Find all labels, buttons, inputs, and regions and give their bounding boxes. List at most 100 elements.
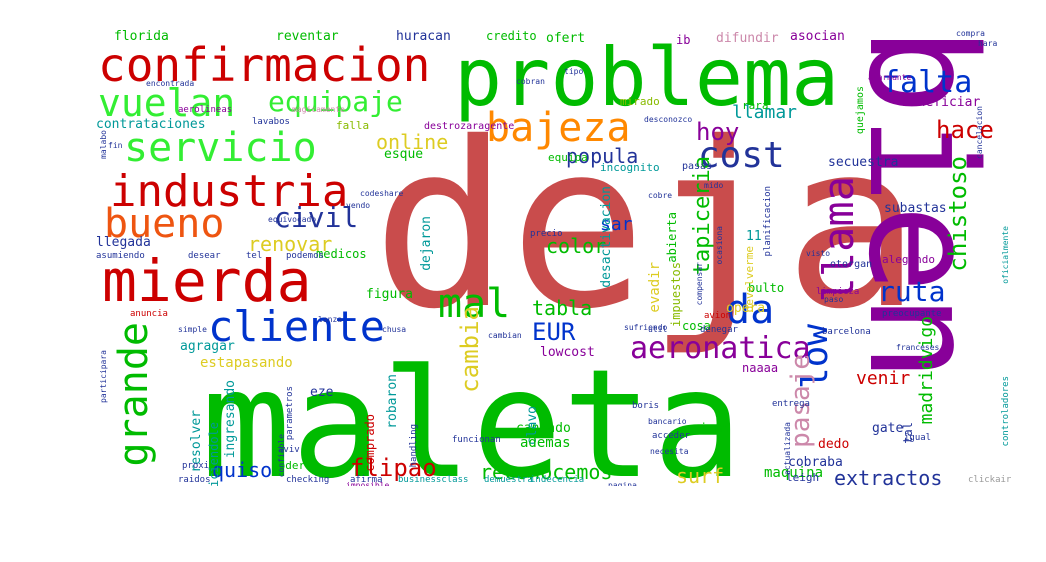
word: difundir (716, 31, 779, 46)
word: equivocado (268, 215, 317, 224)
word: cobre (648, 191, 673, 200)
word: madridvigo (916, 316, 937, 425)
word: denegar (700, 325, 738, 335)
word: contrataciones (96, 117, 206, 132)
word: cosa (682, 319, 711, 333)
word: lanza (318, 315, 343, 324)
word: cliente (208, 302, 386, 351)
word: indecencia (530, 475, 585, 485)
word: simple (178, 325, 207, 334)
word: limpieza (816, 287, 860, 297)
word: precio (530, 229, 563, 239)
word: planificacion (763, 186, 773, 257)
word: falta (882, 65, 973, 100)
word: equipa (548, 151, 588, 164)
word: agragar (180, 339, 235, 354)
word: desconozco (644, 115, 693, 124)
word: checking (286, 475, 330, 485)
word: acceder (652, 431, 690, 441)
word: rara (742, 99, 769, 112)
word: falla (336, 119, 370, 132)
word: mal (438, 281, 511, 327)
word: tipo (564, 67, 584, 76)
word: poder (272, 459, 306, 472)
word: surf (676, 464, 725, 486)
word: cost (698, 135, 785, 176)
word: tapiceria (690, 156, 715, 276)
word: confiable (277, 434, 286, 478)
word: evadir (647, 262, 663, 313)
word: llegada (96, 235, 151, 250)
word: mirado (620, 95, 660, 108)
word: maleta (201, 338, 743, 486)
word: businessclass (398, 475, 469, 485)
word: grande (111, 322, 157, 467)
word: bajeza (486, 105, 631, 151)
word: figura (366, 287, 413, 302)
word: visto (806, 249, 831, 258)
word: afirma (350, 475, 383, 485)
word: cancelacion (975, 106, 984, 159)
word: ingresando (223, 380, 238, 459)
word: alegando (882, 253, 935, 266)
word: ademas (520, 435, 571, 451)
word: devolverme (743, 246, 756, 313)
word: estapasando (200, 355, 293, 371)
word: leigh (786, 471, 820, 484)
word: lowcost (540, 345, 595, 360)
word: magicamente (292, 105, 345, 114)
word: pagina (608, 481, 637, 487)
word: barcelona (822, 327, 871, 337)
word: demuestra (484, 475, 533, 485)
word: aerolineas (178, 105, 233, 115)
word: entrega (772, 399, 810, 409)
word: irma (700, 421, 729, 435)
word: eze (310, 385, 334, 400)
word: fin (108, 141, 123, 150)
word: 11 (746, 229, 762, 244)
word: oficialmente (1001, 226, 1010, 284)
word: reventar (276, 29, 339, 44)
word: beneficiar (902, 95, 981, 110)
word: ib (676, 33, 691, 47)
word: boris (632, 401, 660, 411)
word: candado (516, 421, 571, 436)
word: venir (856, 368, 911, 389)
word: proxi (182, 461, 210, 471)
word: naaaa (742, 361, 779, 375)
word: hace (936, 116, 994, 144)
word: imposible (346, 481, 390, 487)
word: compra (956, 29, 985, 38)
word: gate (872, 421, 904, 436)
word: otorgan (830, 259, 873, 270)
word: medicos (316, 247, 367, 261)
word: civil (274, 201, 359, 234)
word: quejamos (855, 86, 866, 135)
word: dedo (818, 437, 850, 452)
word: extractos (834, 466, 943, 486)
word: necesita (650, 447, 689, 456)
word: controladores (1001, 376, 1011, 447)
word: util (648, 325, 668, 334)
word: ruta (878, 275, 946, 308)
word: opera (726, 301, 766, 316)
word: EUR (532, 318, 576, 346)
word: bulto (748, 281, 785, 295)
word: parametros (285, 386, 295, 441)
word: llama (814, 176, 863, 303)
word: preocupante (882, 309, 942, 319)
word: ocasiona (715, 226, 724, 265)
word: hara (978, 39, 998, 48)
word-cloud: maleta deja bien problema confirmacion m… (96, 26, 1020, 486)
word: online (376, 130, 449, 154)
word: secuestra (828, 155, 899, 170)
word: huracan (396, 29, 451, 44)
word: encontrada (146, 79, 195, 88)
word: florida (114, 29, 169, 44)
word: bueno (104, 201, 225, 247)
word: popula (566, 144, 639, 168)
word: franceses (896, 343, 940, 352)
word: cambia (456, 306, 484, 393)
word: lavabos (252, 117, 290, 127)
word: asumiendo (96, 251, 145, 261)
